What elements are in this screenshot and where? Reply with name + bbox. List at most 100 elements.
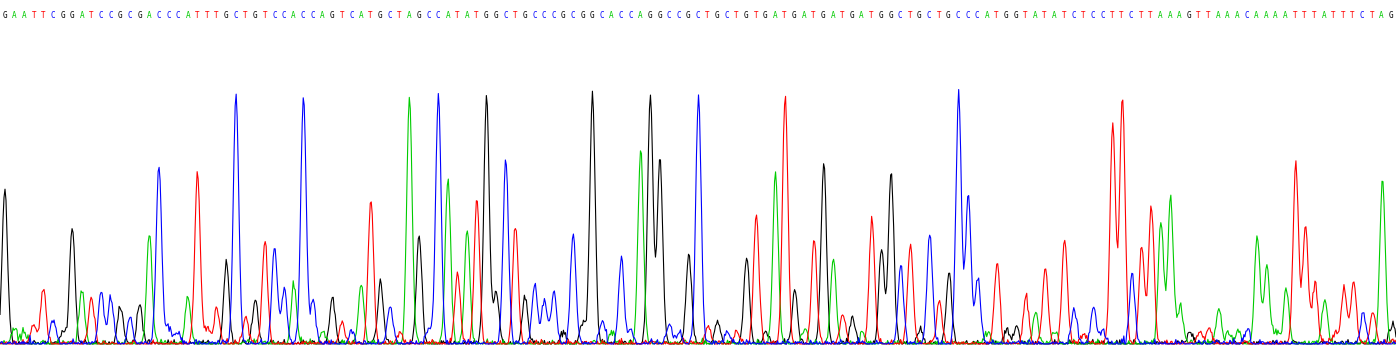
Text: C: C xyxy=(599,11,604,20)
Text: C: C xyxy=(109,11,113,20)
Text: G: G xyxy=(494,11,498,20)
Text: T: T xyxy=(937,11,941,20)
Text: C: C xyxy=(349,11,353,20)
Text: A: A xyxy=(22,11,27,20)
Text: A: A xyxy=(1273,11,1277,20)
Text: A: A xyxy=(465,11,469,20)
Text: T: T xyxy=(907,11,912,20)
Text: C: C xyxy=(974,11,980,20)
Text: T: T xyxy=(1369,11,1374,20)
Text: C: C xyxy=(956,11,960,20)
Text: T: T xyxy=(1332,11,1336,20)
Text: G: G xyxy=(137,11,142,20)
Text: G: G xyxy=(70,11,74,20)
Text: C: C xyxy=(571,11,575,20)
Text: T: T xyxy=(369,11,373,20)
Text: A: A xyxy=(1216,11,1220,20)
Text: C: C xyxy=(1100,11,1104,20)
Text: C: C xyxy=(1360,11,1365,20)
Text: T: T xyxy=(1081,11,1086,20)
Text: T: T xyxy=(243,11,248,20)
Text: T: T xyxy=(339,11,343,20)
Text: G: G xyxy=(917,11,921,20)
Text: A: A xyxy=(1177,11,1181,20)
Text: A: A xyxy=(860,11,864,20)
Text: G: G xyxy=(878,11,884,20)
Text: C: C xyxy=(50,11,56,20)
Text: A: A xyxy=(1157,11,1163,20)
Text: A: A xyxy=(1379,11,1383,20)
Text: A: A xyxy=(638,11,642,20)
Text: G: G xyxy=(792,11,797,20)
Text: C: C xyxy=(532,11,536,20)
Text: G: G xyxy=(850,11,854,20)
Text: T: T xyxy=(215,11,219,20)
Text: G: G xyxy=(522,11,528,20)
Text: A: A xyxy=(445,11,450,20)
Text: G: G xyxy=(329,11,335,20)
Text: G: G xyxy=(561,11,565,20)
Text: A: A xyxy=(1226,11,1230,20)
Text: T: T xyxy=(475,11,479,20)
Text: C: C xyxy=(156,11,161,20)
Text: C: C xyxy=(127,11,133,20)
Text: C: C xyxy=(436,11,440,20)
Text: C: C xyxy=(695,11,701,20)
Text: A: A xyxy=(1235,11,1240,20)
Text: A: A xyxy=(801,11,807,20)
Text: C: C xyxy=(618,11,623,20)
Text: A: A xyxy=(773,11,778,20)
Text: T: T xyxy=(994,11,998,20)
Text: A: A xyxy=(320,11,325,20)
Text: T: T xyxy=(262,11,267,20)
Text: G: G xyxy=(484,11,489,20)
Text: G: G xyxy=(1004,11,1008,20)
Text: A: A xyxy=(186,11,190,20)
Text: G: G xyxy=(764,11,768,20)
Text: T: T xyxy=(782,11,787,20)
Text: A: A xyxy=(1283,11,1287,20)
Text: C: C xyxy=(426,11,431,20)
Text: C: C xyxy=(965,11,970,20)
Text: C: C xyxy=(1244,11,1249,20)
Text: T: T xyxy=(398,11,402,20)
Text: T: T xyxy=(1139,11,1143,20)
Text: G: G xyxy=(888,11,893,20)
Text: C: C xyxy=(166,11,170,20)
Text: T: T xyxy=(1110,11,1114,20)
Text: A: A xyxy=(406,11,412,20)
Text: C: C xyxy=(282,11,286,20)
Text: C: C xyxy=(667,11,671,20)
Text: T: T xyxy=(1043,11,1047,20)
Text: G: G xyxy=(589,11,595,20)
Text: G: G xyxy=(744,11,748,20)
Text: G: G xyxy=(946,11,951,20)
Text: C: C xyxy=(176,11,180,20)
Text: T: T xyxy=(754,11,758,20)
Text: A: A xyxy=(1322,11,1326,20)
Text: T: T xyxy=(734,11,738,20)
Text: G: G xyxy=(658,11,662,20)
Text: T: T xyxy=(89,11,94,20)
Text: C: C xyxy=(898,11,902,20)
Text: G: G xyxy=(60,11,64,20)
Text: T: T xyxy=(705,11,711,20)
Text: T: T xyxy=(840,11,845,20)
Text: A: A xyxy=(1167,11,1173,20)
Text: T: T xyxy=(1120,11,1124,20)
Text: T: T xyxy=(1293,11,1297,20)
Text: T: T xyxy=(31,11,36,20)
Text: T: T xyxy=(1302,11,1307,20)
Text: A: A xyxy=(292,11,296,20)
Text: T: T xyxy=(1061,11,1067,20)
Text: T: T xyxy=(40,11,46,20)
Text: G: G xyxy=(648,11,652,20)
Text: G: G xyxy=(821,11,825,20)
Text: C: C xyxy=(677,11,681,20)
Text: T: T xyxy=(1023,11,1027,20)
Text: A: A xyxy=(1053,11,1057,20)
Text: G: G xyxy=(3,11,7,20)
Text: C: C xyxy=(551,11,556,20)
Text: C: C xyxy=(503,11,508,20)
Text: A: A xyxy=(1254,11,1259,20)
